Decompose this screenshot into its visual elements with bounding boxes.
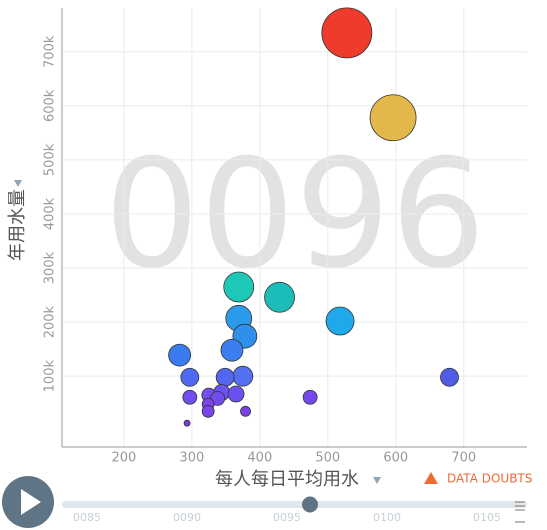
x-axis-title[interactable]: 每人每日平均用水 — [215, 469, 359, 490]
timeline-label: 0095 — [273, 511, 301, 524]
play-icon — [21, 489, 41, 515]
y-tick-label: 700k — [43, 35, 58, 68]
bubble[interactable] — [223, 271, 255, 303]
menu-icon[interactable] — [515, 501, 525, 523]
y-axis-title[interactable]: 年用水量 — [7, 189, 28, 261]
bubble[interactable] — [302, 389, 318, 405]
bubble[interactable] — [321, 7, 373, 59]
timeline-label: 0090 — [173, 511, 201, 524]
x-tick-label: 500 — [315, 451, 340, 466]
bubble[interactable] — [227, 385, 245, 403]
timeline-label: 0085 — [73, 511, 101, 524]
bubble[interactable] — [264, 281, 295, 313]
bubble[interactable] — [240, 405, 251, 417]
x-tick-label: 700 — [451, 451, 476, 466]
bubble[interactable] — [440, 367, 459, 387]
bubble[interactable] — [369, 94, 417, 142]
bubble[interactable] — [180, 367, 200, 387]
timeline-label: 0100 — [373, 511, 401, 524]
bubble[interactable] — [325, 306, 355, 336]
year-watermark: 0096 — [104, 128, 486, 302]
bubble[interactable] — [182, 389, 198, 405]
x-tick-label: 600 — [383, 451, 408, 466]
warning-icon[interactable] — [424, 472, 438, 484]
timeline-handle[interactable] — [302, 496, 318, 513]
y-tick-label: 600k — [43, 89, 58, 122]
y-tick-label: 100k — [43, 360, 58, 393]
x-tick-label: 200 — [111, 451, 136, 466]
bubble[interactable] — [220, 338, 244, 362]
y-tick-label: 500k — [43, 143, 58, 176]
x-tick-label: 300 — [179, 451, 204, 466]
bubble[interactable] — [183, 419, 191, 427]
y-axis-dropdown[interactable] — [14, 180, 22, 187]
y-tick-label: 400k — [43, 197, 58, 230]
y-tick-label: 200k — [43, 305, 58, 338]
y-tick-label: 300k — [43, 251, 58, 284]
bubble[interactable] — [232, 365, 254, 387]
data-doubts[interactable]: DATA DOUBTS — [447, 472, 532, 486]
bubble[interactable] — [168, 343, 192, 367]
timeline-track[interactable] — [62, 501, 527, 508]
x-tick-label: 400 — [247, 451, 272, 466]
bubble[interactable] — [210, 390, 226, 406]
bubble[interactable] — [201, 404, 215, 418]
bubble[interactable] — [215, 367, 235, 387]
timeline-label: 0105 — [473, 511, 501, 524]
x-axis-dropdown[interactable] — [373, 477, 381, 484]
